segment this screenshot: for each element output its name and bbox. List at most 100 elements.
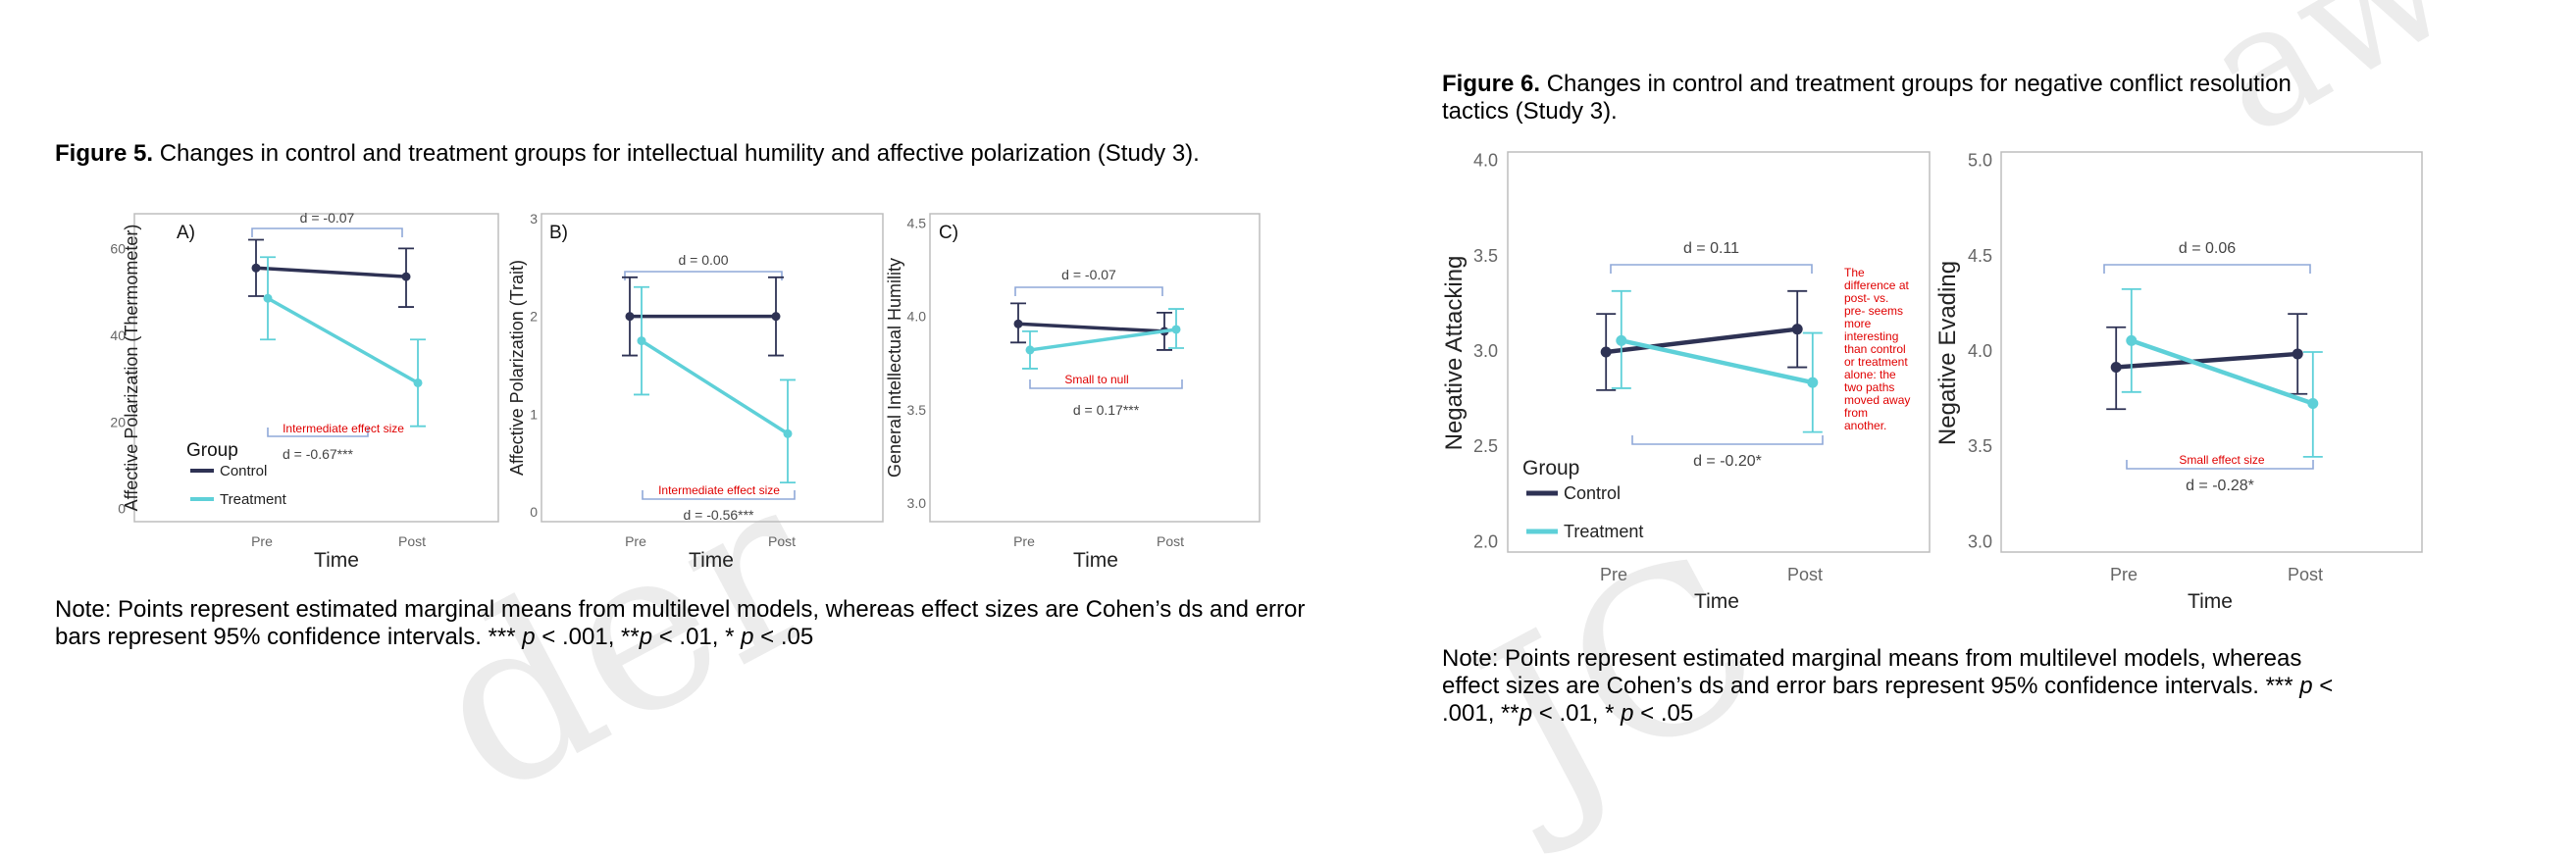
red-annotation-line: interesting	[1844, 329, 1898, 343]
effect-bracket-lower	[1029, 379, 1183, 389]
y-tick-label: 3.5	[1473, 246, 1498, 266]
x-tick-label: Post	[398, 533, 426, 549]
figure6-caption-label: Figure 6.	[1442, 71, 1541, 97]
y-tick-label: 4.5	[907, 216, 927, 231]
time-label-b: Time	[689, 549, 734, 572]
plot-frame	[2000, 151, 2423, 553]
effect-bracket-lower	[642, 490, 796, 500]
effect-size-upper: d = 0.11	[1683, 240, 1739, 257]
legend-control-label: Control	[220, 463, 267, 479]
p-symbol: p	[522, 624, 536, 650]
effect-size-lower: d = -0.67***	[283, 446, 354, 462]
control-series-line	[255, 266, 407, 278]
red-annotation-line: from	[1844, 406, 1868, 420]
figure5-note-line2b: < .001, **	[535, 624, 640, 650]
figure5-time-labels: Time Time Time Time Time	[314, 549, 2233, 613]
y-tick-label: 2	[530, 309, 538, 325]
y-axis-label: Affective Polarization (Trait)	[507, 260, 527, 476]
treatment-point	[2126, 334, 2138, 346]
treatment-series-line	[1621, 338, 1814, 385]
panel-label: A)	[177, 223, 195, 243]
y-tick-label: 40	[110, 328, 126, 343]
effect-size-upper: d = -0.07	[1061, 267, 1116, 282]
figure5-note-line2a: bars represent 95% confidence intervals.…	[55, 624, 523, 650]
figure6-legend: Group Control Treatment	[1522, 457, 1643, 541]
panel-label: B)	[549, 223, 568, 243]
effect-size-upper: d = 0.06	[2179, 240, 2236, 257]
figure5-note-line2d: < .05	[753, 624, 814, 650]
effect-bracket-lower	[1631, 435, 1824, 445]
y-tick-label: 3	[530, 211, 538, 227]
y-tick-label: 3.5	[1968, 436, 1992, 456]
x-tick-label: Pre	[1013, 533, 1035, 549]
treatment-point	[1807, 377, 1819, 388]
figure6-note-line2b: <	[2312, 673, 2334, 699]
figure5-caption: Figure 5. Changes in control and treatme…	[55, 140, 1200, 168]
y-tick-label: 2.5	[1473, 436, 1498, 456]
legend-treatment-label: Treatment	[220, 491, 287, 508]
x-tick-label: Post	[768, 533, 796, 549]
chart-panel-a: 0 20 40 60 Pre Post Affective Polarization (Th…	[110, 210, 499, 549]
y-tick-label: 0	[530, 504, 538, 520]
red-annotation-line: more	[1844, 317, 1872, 330]
effect-bracket-upper	[1610, 264, 1813, 274]
time-label-d: Time	[1694, 590, 1739, 613]
red-annotation: Small effect size	[2179, 453, 2264, 467]
p-symbol: p	[741, 624, 754, 650]
control-point	[1791, 324, 1803, 335]
y-tick-label: 3.5	[907, 402, 927, 418]
effect-size-lower: d = -0.20*	[1693, 453, 1762, 470]
x-tick-label: Pre	[2110, 565, 2138, 584]
figure5-note-line1: Note: Points represent estimated margina…	[55, 596, 1306, 623]
chart-negative-attacking: 2.0 2.5 3.0 3.5 4.0 Pre Post Negative Attacking…	[1441, 151, 1931, 584]
red-annotation-line: moved away	[1844, 393, 1910, 407]
y-axis-label: Negative Attacking	[1441, 256, 1468, 451]
figure5-caption-label: Figure 5.	[55, 140, 154, 167]
time-label-e: Time	[2188, 590, 2233, 613]
figure6-caption: Figure 6. Changes in control and treatme…	[1442, 71, 2292, 126]
y-tick-label: 4.0	[1473, 151, 1498, 171]
p-symbol: p	[639, 624, 653, 650]
red-annotation-line: or treatment	[1844, 355, 1908, 369]
effect-size-lower: d = -0.56***	[684, 507, 755, 523]
effect-bracket-lower	[2126, 460, 2314, 470]
control-series-line	[1605, 327, 1798, 355]
control-series-line	[1017, 322, 1165, 333]
figure6-note-line2a: effect sizes are Cohen’s ds and error ba…	[1442, 673, 2300, 699]
plot-frame	[1507, 151, 1931, 553]
treatment-point	[2307, 397, 2319, 409]
effect-size-upper: d = -0.07	[300, 210, 355, 226]
treatment-series-line	[641, 339, 789, 435]
red-annotation-line: than control	[1844, 342, 1906, 356]
effect-bracket-upper	[624, 271, 783, 280]
y-tick-label: 20	[110, 414, 126, 429]
red-annotation-line: post- vs.	[1844, 291, 1888, 305]
figure6-note-line3c: < .05	[1633, 700, 1694, 727]
plot-frame	[541, 213, 884, 523]
effect-size-lower: d = -0.28*	[2186, 478, 2254, 494]
figure6-caption-text-1: Changes in control and treatment groups …	[1540, 71, 2292, 97]
figure5-legend: Group Control Treatment	[186, 440, 287, 508]
red-annotation-line: another.	[1844, 419, 1886, 432]
panel-label: C)	[939, 223, 958, 243]
control-point	[1013, 319, 1023, 328]
red-annotation-line: pre- seems	[1844, 304, 1903, 318]
effect-bracket-upper	[1014, 286, 1163, 296]
chart-negative-evading: 3.0 3.5 4.0 4.5 5.0 Pre Post Negative Evading d …	[1934, 151, 2423, 584]
control-series-line	[2116, 351, 2298, 370]
y-tick-label: 60	[110, 240, 126, 256]
red-annotation-line: difference at	[1844, 278, 1909, 292]
time-label-c: Time	[1073, 549, 1118, 572]
y-tick-label: 3.0	[907, 495, 927, 511]
control-point	[2292, 348, 2303, 360]
y-tick-label: 4.0	[1968, 341, 1992, 361]
y-tick-label: 4.5	[1968, 246, 1992, 266]
p-symbol: p	[1519, 700, 1533, 727]
control-point	[401, 272, 411, 281]
figure6-caption-text-2: tactics (Study 3).	[1442, 98, 1618, 125]
p-symbol: p	[2299, 673, 2313, 699]
red-annotation-line: alone: the	[1844, 368, 1896, 381]
chart-panel-c: 3.0 3.5 4.0 4.5 Pre Post General Intellectual …	[885, 213, 1261, 549]
y-tick-label: 0	[118, 501, 126, 517]
legend-title: Group	[186, 440, 238, 461]
